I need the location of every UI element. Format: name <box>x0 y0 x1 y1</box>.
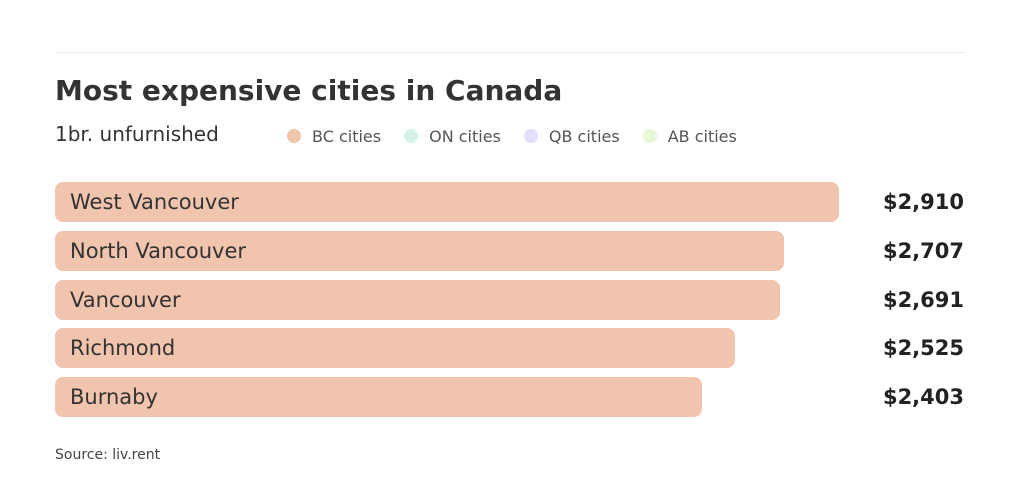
chart-title: Most expensive cities in Canada <box>55 74 563 107</box>
bar-west-vancouver <box>55 182 839 222</box>
legend: BC cities ON cities QB cities AB cities <box>287 125 760 147</box>
legend-item-on: ON cities <box>404 127 501 146</box>
value-label-burnaby: $2,403 <box>882 385 964 410</box>
bar-label-north-vancouver: North Vancouver <box>70 238 247 263</box>
legend-swatch-bc <box>287 129 301 143</box>
bar-label-west-vancouver: West Vancouver <box>70 190 239 214</box>
legend-label-on: ON cities <box>429 126 501 146</box>
legend-label-ab: AB cities <box>667 126 737 146</box>
legend-label-qb: QB cities <box>548 126 620 146</box>
legend-swatch-ab <box>642 129 657 143</box>
legend-label-bc: BC cities <box>312 126 382 146</box>
legend-item-ab: AB cities <box>642 126 737 146</box>
source-note: Source: liv.rent <box>55 447 161 463</box>
bar-north-vancouver <box>55 230 785 271</box>
value-label-north-vancouver: $2,707 <box>882 238 964 263</box>
legend-item-bc: BC cities <box>287 127 381 146</box>
legend-swatch-on <box>404 129 419 143</box>
top-divider <box>55 52 965 53</box>
legend-swatch-qb <box>523 129 538 143</box>
value-label-richmond: $2,525 <box>882 336 964 361</box>
legend-item-qb: QB cities <box>523 126 620 146</box>
bar-label-vancouver: Vancouver <box>70 287 181 312</box>
bar-label-richmond: Richmond <box>70 336 176 361</box>
bar-burnaby <box>55 377 703 418</box>
bar-richmond <box>55 328 736 369</box>
value-label-west-vancouver: $2,910 <box>882 190 964 214</box>
bar-label-burnaby: Burnaby <box>70 385 158 410</box>
chart-subtitle: 1br. unfurnished <box>55 122 219 146</box>
bar-vancouver <box>55 279 780 320</box>
value-label-vancouver: $2,691 <box>882 287 964 312</box>
